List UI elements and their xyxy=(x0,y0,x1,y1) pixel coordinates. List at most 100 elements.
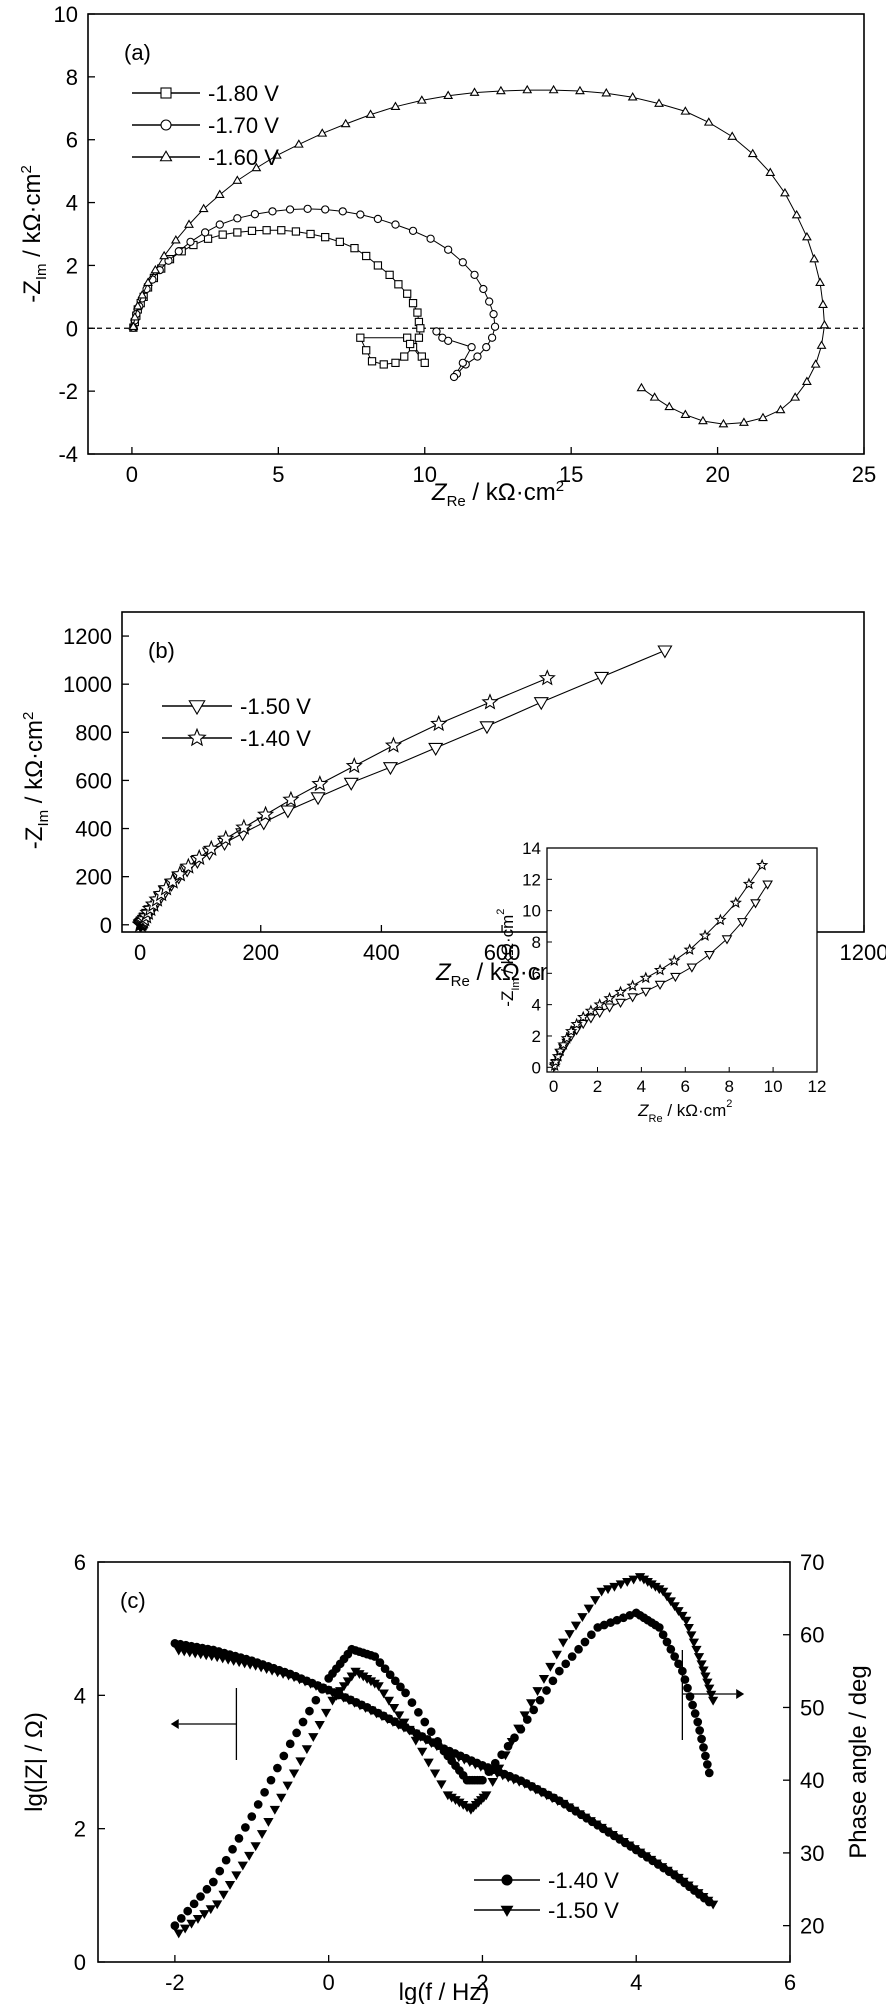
panel-a-data-point xyxy=(159,250,170,260)
panel-c-legend-label: -1.40 V xyxy=(548,1868,619,1893)
panel-a-data-point xyxy=(251,162,262,172)
panel-b-inset-data-point xyxy=(554,1044,567,1057)
panel-a-data-point xyxy=(143,277,153,286)
panel-a-data-point xyxy=(391,220,400,229)
panel-c-phase-point xyxy=(234,1834,244,1843)
panel-a-legend-label: -1.60 V xyxy=(208,145,279,170)
panel-c-phase-point xyxy=(385,1670,395,1680)
panel-a-data-point xyxy=(233,214,242,223)
panel-a-x-tick-label: 25 xyxy=(852,462,876,487)
panel-a-x-tick-label: 5 xyxy=(272,462,284,487)
panel-c-phase-point xyxy=(704,1684,715,1694)
panel-a-data-point xyxy=(801,376,812,385)
panel-c-phase-point xyxy=(420,1717,430,1727)
panel-c-phase-point xyxy=(273,1763,282,1773)
panel-c-phase-point xyxy=(295,1757,306,1767)
panel-c-phase-point xyxy=(370,1652,380,1661)
panel-b-data-point xyxy=(382,762,399,776)
panel-c-phase-point xyxy=(196,1892,205,1901)
panel-b-inset-data-point xyxy=(750,899,761,909)
panel-a-x-tick-label: 0 xyxy=(126,462,138,487)
panel-c-phase-point xyxy=(263,1817,274,1827)
panel-c-left-y-axis-label: lg(|Z| / Ω) xyxy=(21,1712,48,1812)
panel-a-data-point xyxy=(340,118,351,128)
panel-a-data-point xyxy=(819,319,830,329)
panel-b-inset-y-tick-label: 2 xyxy=(532,1027,541,1046)
panel-a-data-point xyxy=(291,227,301,236)
panel-c-phase-point xyxy=(526,1699,537,1709)
panel-c-phase-point xyxy=(478,1775,487,1785)
panel-a-legend-marker xyxy=(160,87,172,99)
panel-c-impedance-point xyxy=(707,1900,719,1910)
panel-c-phase-point xyxy=(429,1769,441,1779)
panel-a-y-axis-label: -ZIm / kΩ·cm2 xyxy=(18,165,50,303)
panel-c-phase-point xyxy=(500,1751,511,1761)
panel-a-data-point xyxy=(303,204,312,214)
panel-c-phase-point xyxy=(180,1924,191,1934)
panel-b-inset-y-tick-label: 10 xyxy=(522,902,541,921)
panel-c-phase-point xyxy=(699,1743,708,1752)
panel-c-phase-point xyxy=(551,1650,562,1660)
panel-c-phase-point xyxy=(311,1695,321,1705)
panel-b-inset-y-tick-label: 8 xyxy=(532,933,541,952)
panel-c-phase-point xyxy=(577,1613,588,1623)
panel-a-data-point xyxy=(408,298,418,308)
panel-c-phase-point xyxy=(658,1630,668,1640)
panel-b-inset-x-tick-label: 10 xyxy=(764,1077,783,1096)
panel-a-data-point xyxy=(815,277,825,286)
panel-b-data-point xyxy=(282,790,300,807)
panel-c-phase-point xyxy=(698,1666,709,1676)
panel-c-right-arrow-head xyxy=(736,1689,745,1699)
panel-b-inset-data-point xyxy=(594,1008,606,1019)
panel-c-phase-point xyxy=(410,1736,421,1746)
panel-c-left-y-tick-label: 4 xyxy=(74,1683,86,1708)
panel-a-data-point xyxy=(293,139,304,148)
panel-a-data-point xyxy=(186,237,195,247)
panel-c-phase-point xyxy=(373,1682,384,1692)
panel-c-left-y-tick-label: 0 xyxy=(74,1950,86,1975)
panel-a-data-point xyxy=(548,84,559,94)
panel-c-phase-point xyxy=(693,1653,705,1663)
panel-c-phase-point xyxy=(532,1687,543,1696)
panel-a-data-point xyxy=(262,226,271,235)
panel-b-inset-frame xyxy=(546,847,818,1073)
panel-a-data-point xyxy=(365,109,376,118)
panel-a-data-point xyxy=(444,245,453,254)
panel-a-data-point xyxy=(495,85,506,95)
panel-b-data-point xyxy=(430,714,448,732)
panel-c-phase-point xyxy=(558,1638,569,1648)
panel-c-phase-point xyxy=(583,1604,594,1614)
panel-c-phase-point xyxy=(375,1658,385,1667)
panel-b-y-tick-label: 1200 xyxy=(63,624,112,649)
panel-a-data-point xyxy=(490,322,500,331)
panel-c-phase-point xyxy=(657,1587,669,1597)
panel-a-data-point xyxy=(703,117,714,126)
panel-c-phase-point xyxy=(661,1592,673,1602)
panel-b-x-axis-label-symbol: Z xyxy=(435,959,452,986)
panel-c-phase-point xyxy=(493,1764,505,1774)
panel-b-inset-data-point xyxy=(557,1038,570,1050)
panel-b-data-point xyxy=(594,671,610,685)
panel-c-phase-point xyxy=(567,1652,577,1661)
panel-c-phase-point xyxy=(423,1758,434,1768)
panel-a-data-point xyxy=(473,352,482,361)
panel-c-phase-point xyxy=(665,1597,676,1607)
panel-a-data-point xyxy=(482,342,491,352)
panel-c-phase-point xyxy=(298,1717,308,1727)
panel-c-phase-point xyxy=(186,1919,197,1929)
panel-b-inset-data-point xyxy=(584,1004,598,1017)
panel-b-plot-frame xyxy=(121,611,865,933)
panel-c-phase-point xyxy=(690,1709,700,1718)
panel-b-inset-data-point xyxy=(564,1024,578,1037)
panel-c-phase-point xyxy=(701,1751,710,1761)
panel-a-data-point xyxy=(174,247,183,256)
panel-c-x-tick-label: 4 xyxy=(630,1970,642,1995)
panel-a-data-point xyxy=(367,357,377,366)
panel-c-phase-point xyxy=(221,1855,231,1865)
panel-a-data-point xyxy=(636,382,647,392)
panel-a-x-axis-label-subscript: Re xyxy=(447,493,466,510)
panel-a-data-point xyxy=(403,289,412,298)
panel-b-inset-data-point xyxy=(585,1014,597,1024)
